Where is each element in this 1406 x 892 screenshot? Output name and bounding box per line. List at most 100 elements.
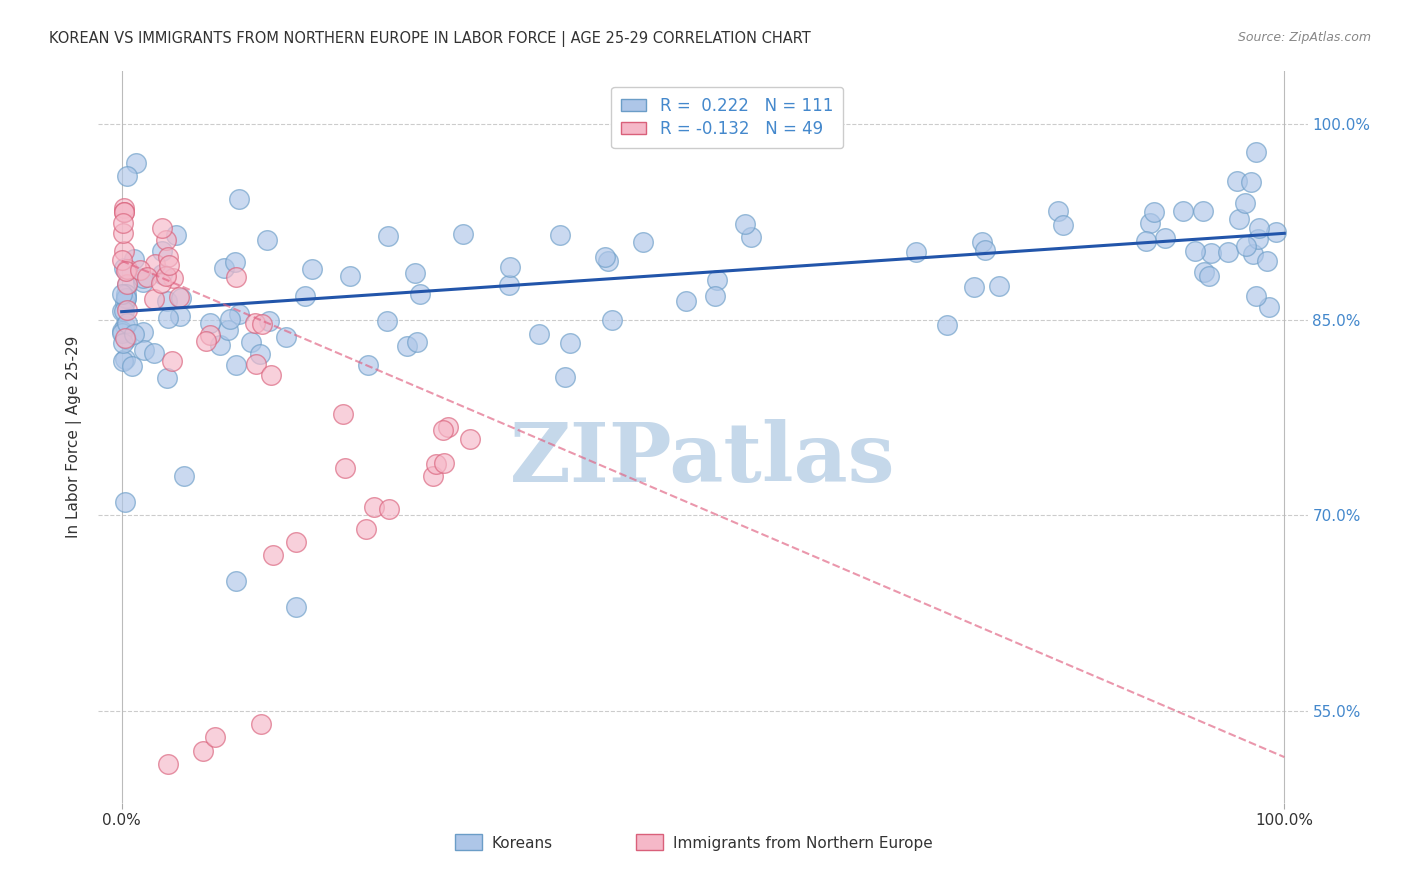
Point	[1052, 218, 1074, 232]
Point	[936, 318, 959, 332]
Point	[115, 291, 138, 305]
Point	[112, 205, 135, 219]
Point	[112, 244, 135, 258]
Point	[1192, 204, 1215, 219]
Point	[124, 252, 146, 266]
Point	[1194, 265, 1216, 279]
Point	[217, 323, 239, 337]
Text: Koreans: Koreans	[492, 836, 553, 851]
Point	[1246, 145, 1268, 160]
Point	[115, 262, 138, 277]
Point	[422, 469, 444, 483]
Point	[276, 330, 298, 344]
Point	[114, 351, 136, 366]
Point	[499, 260, 522, 275]
Point	[333, 460, 356, 475]
Point	[904, 244, 927, 259]
Point	[1227, 211, 1250, 226]
Point	[122, 327, 145, 342]
Point	[165, 227, 187, 242]
Point	[1257, 301, 1279, 315]
Point	[395, 339, 418, 353]
Point	[150, 267, 173, 281]
Point	[596, 254, 619, 268]
Point	[740, 230, 762, 244]
Point	[409, 287, 432, 301]
Point	[114, 295, 136, 310]
Point	[498, 278, 520, 293]
Point	[704, 288, 727, 302]
Point	[225, 358, 247, 372]
Point	[593, 250, 616, 264]
Point	[228, 193, 250, 207]
Point	[129, 262, 152, 277]
Point	[339, 269, 361, 284]
Point	[377, 502, 399, 516]
Point	[112, 216, 135, 230]
Bar	[637, 834, 664, 850]
Point	[1139, 216, 1161, 230]
Point	[973, 243, 995, 257]
Point	[162, 271, 184, 285]
Point	[157, 258, 180, 272]
Point	[250, 717, 273, 731]
Point	[600, 313, 623, 327]
Point	[406, 335, 429, 350]
Point	[1199, 246, 1222, 260]
Point	[111, 253, 134, 268]
Point	[209, 337, 232, 351]
Point	[114, 330, 136, 344]
Point	[115, 264, 138, 278]
Point	[285, 599, 308, 614]
Text: Source: ZipAtlas.com: Source: ZipAtlas.com	[1237, 31, 1371, 45]
Point	[240, 334, 263, 349]
Point	[155, 233, 177, 247]
Point	[143, 257, 166, 271]
Legend: R =  0.222   N = 111, R = -0.132   N = 49: R = 0.222 N = 111, R = -0.132 N = 49	[612, 87, 844, 148]
Point	[143, 345, 166, 359]
Point	[1233, 195, 1256, 210]
Point	[198, 327, 221, 342]
Point	[150, 244, 173, 258]
Point	[111, 324, 134, 338]
Point	[963, 279, 986, 293]
Point	[1218, 244, 1240, 259]
Point	[156, 293, 179, 308]
Point	[970, 235, 993, 249]
Point	[527, 327, 550, 342]
Point	[357, 359, 380, 373]
Point	[1241, 247, 1264, 261]
Point	[112, 304, 135, 318]
Point	[156, 250, 179, 264]
Point	[132, 343, 155, 357]
Point	[433, 456, 456, 470]
Point	[112, 204, 135, 219]
Point	[117, 278, 139, 293]
Point	[451, 227, 474, 242]
Point	[734, 217, 756, 231]
Point	[675, 293, 697, 308]
Point	[249, 346, 271, 360]
Point	[631, 235, 654, 250]
Point	[1244, 289, 1267, 303]
Point	[214, 260, 236, 275]
Point	[150, 221, 173, 235]
Point	[136, 270, 159, 285]
Point	[560, 335, 582, 350]
Point	[1046, 203, 1069, 218]
Bar	[456, 834, 482, 850]
Point	[173, 469, 195, 483]
Point	[1256, 253, 1278, 268]
Point	[169, 310, 191, 324]
Point	[987, 278, 1010, 293]
Point	[112, 201, 135, 215]
Point	[155, 269, 177, 284]
Point	[437, 420, 460, 434]
Point	[194, 334, 217, 348]
Point	[245, 357, 267, 371]
Text: Immigrants from Northern Europe: Immigrants from Northern Europe	[672, 836, 932, 851]
Point	[224, 254, 246, 268]
Point	[111, 287, 134, 301]
Point	[1264, 226, 1286, 240]
Point	[112, 353, 135, 368]
